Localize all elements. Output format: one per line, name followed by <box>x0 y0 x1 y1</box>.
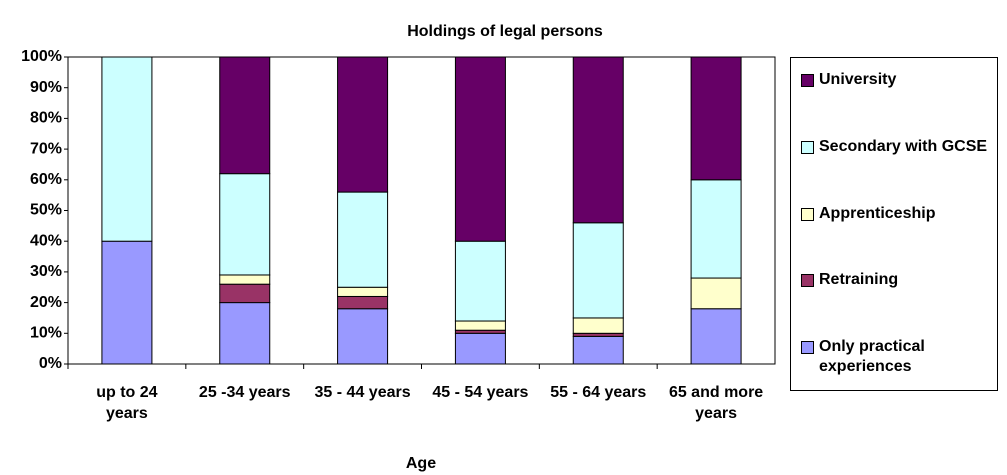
legend-swatch <box>801 74 814 87</box>
y-tick-label: 100% <box>21 48 62 65</box>
bar-segment <box>219 173 271 276</box>
bar-segment <box>337 56 389 193</box>
bar-segment <box>572 222 624 319</box>
legend-label: Apprenticeship <box>819 204 936 222</box>
legend-label: Retraining <box>819 271 899 289</box>
x-tick-label: 65 and more years <box>668 384 764 422</box>
legend-item: Retraining <box>801 270 996 290</box>
legend-item: Secondary with GCSE <box>801 137 996 157</box>
bar-segment <box>337 295 389 310</box>
legend-item: Only practical experiences <box>801 337 996 377</box>
bar-segment <box>337 286 389 297</box>
plot-frame <box>67 56 776 365</box>
y-tick-label: 40% <box>30 232 62 249</box>
y-tick-label: 10% <box>30 325 62 342</box>
y-tick-label: 70% <box>30 140 62 157</box>
x-tick-label: 55 - 64 years <box>550 384 647 401</box>
y-tick-label: 20% <box>30 294 62 311</box>
x-tick-label: up to 24 years <box>96 384 158 422</box>
y-tick-label: 80% <box>30 110 62 127</box>
y-tick-label: 50% <box>30 202 62 219</box>
x-tick-label: 45 - 54 years <box>432 384 529 401</box>
legend-label: University <box>819 71 897 88</box>
bar-segment <box>101 56 153 242</box>
bar-segment <box>337 308 389 365</box>
legend-label: Secondary with GCSE <box>819 137 988 155</box>
x-tick-label: 25 -34 years <box>198 384 291 401</box>
legend-swatch <box>801 341 814 355</box>
legend: University Secondary with GCSE Apprentices… <box>790 57 998 391</box>
y-tick-label: 60% <box>30 171 62 188</box>
bar-segment <box>101 240 153 365</box>
bar-segment <box>454 320 506 331</box>
bar-segment <box>454 332 506 365</box>
bar-segment <box>572 335 624 365</box>
y-tick-label: 0% <box>39 355 62 372</box>
bar-segment <box>454 240 506 322</box>
x-axis-title: Age <box>406 455 436 472</box>
legend-item: Apprenticeship <box>801 204 996 224</box>
y-tick-label: 30% <box>30 263 62 280</box>
legend-swatch <box>801 207 814 221</box>
legend-swatch <box>801 274 814 288</box>
bar-segment <box>219 56 271 175</box>
bar-segment <box>219 274 271 285</box>
bar-segment <box>337 191 389 288</box>
bar-segment <box>572 317 624 334</box>
bar-segment <box>219 302 271 365</box>
bar-segment <box>572 56 624 224</box>
legend-item: University <box>801 70 996 90</box>
legend-label: Only practical experiences <box>819 338 925 376</box>
x-tick-label: 35 - 44 years <box>314 384 411 401</box>
y-tick-label: 90% <box>30 79 62 96</box>
bar-segment <box>219 283 271 304</box>
bar-segment <box>690 56 742 181</box>
bar-segment <box>454 56 506 242</box>
bar-segment <box>690 308 742 365</box>
chart-title: Holdings of legal persons <box>407 23 603 40</box>
bar-segment <box>690 179 742 279</box>
bar-segment <box>690 277 742 310</box>
legend-swatch <box>801 140 814 154</box>
